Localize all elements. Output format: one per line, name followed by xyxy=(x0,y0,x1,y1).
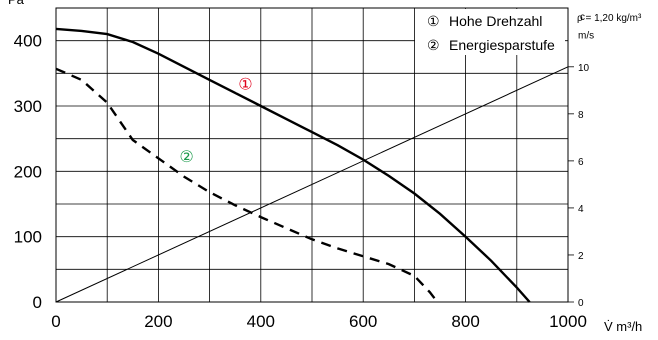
y2-tick-label: 0 xyxy=(578,298,584,309)
curve-marker-bg xyxy=(236,74,255,93)
legend-marker-1: ① xyxy=(427,13,440,29)
series-line-1 xyxy=(55,27,531,303)
x-tick-label: 600 xyxy=(349,312,377,331)
x-axis-unit: V̇ m³/h xyxy=(604,319,642,334)
legend-label-2: Energiesparstufe xyxy=(449,37,555,53)
y-tick-label: 200 xyxy=(14,162,42,181)
y-tick-label: 0 xyxy=(33,293,42,312)
y-tick-label: 400 xyxy=(14,32,42,51)
x-tick-label: 0 xyxy=(51,312,60,331)
series-line-2 xyxy=(55,67,439,303)
y2-tick-label: 10 xyxy=(578,63,590,74)
y2-tick-label: 4 xyxy=(578,204,584,215)
x-tick-label: 1000 xyxy=(549,312,587,331)
curve-marker-bg xyxy=(177,146,196,165)
series-line-3 xyxy=(55,66,569,303)
y2-axis-unit-top: c xyxy=(580,12,585,23)
x-tick-label: 200 xyxy=(144,312,172,331)
x-tick-label: 800 xyxy=(451,312,479,331)
y2-tick-label: 8 xyxy=(578,110,584,121)
legend: ① Hohe Drehzahl ② Energiesparstufe xyxy=(415,9,565,55)
x-tick-labels: 0 200 400 600 800 1000 xyxy=(51,312,587,331)
legend-marker-2: ② xyxy=(427,37,440,53)
legend-label-1: Hohe Drehzahl xyxy=(449,13,542,29)
series-layer xyxy=(55,27,569,303)
x-tick-label: 400 xyxy=(247,312,275,331)
y2-axis-unit-bottom: m/s xyxy=(578,31,594,42)
y2-tick-label: 6 xyxy=(578,157,584,168)
y2-tick-label: 2 xyxy=(578,251,584,262)
density-note: ρ = 1,20 kg/m³ xyxy=(577,13,642,24)
y2-tick-labels: 0 2 4 6 8 10 xyxy=(568,63,590,309)
plot-frame xyxy=(55,7,569,303)
curve-markers: ①② xyxy=(177,74,255,166)
y-tick-label: 100 xyxy=(14,228,42,247)
y-axis-unit: Pa xyxy=(8,0,25,7)
y-tick-labels: 0 100 200 300 400 xyxy=(14,32,42,312)
legend-background xyxy=(415,9,565,55)
y-tick-label: 300 xyxy=(14,97,42,116)
curve-marker-1: ① xyxy=(238,74,252,93)
curve-marker-2: ② xyxy=(179,147,193,166)
